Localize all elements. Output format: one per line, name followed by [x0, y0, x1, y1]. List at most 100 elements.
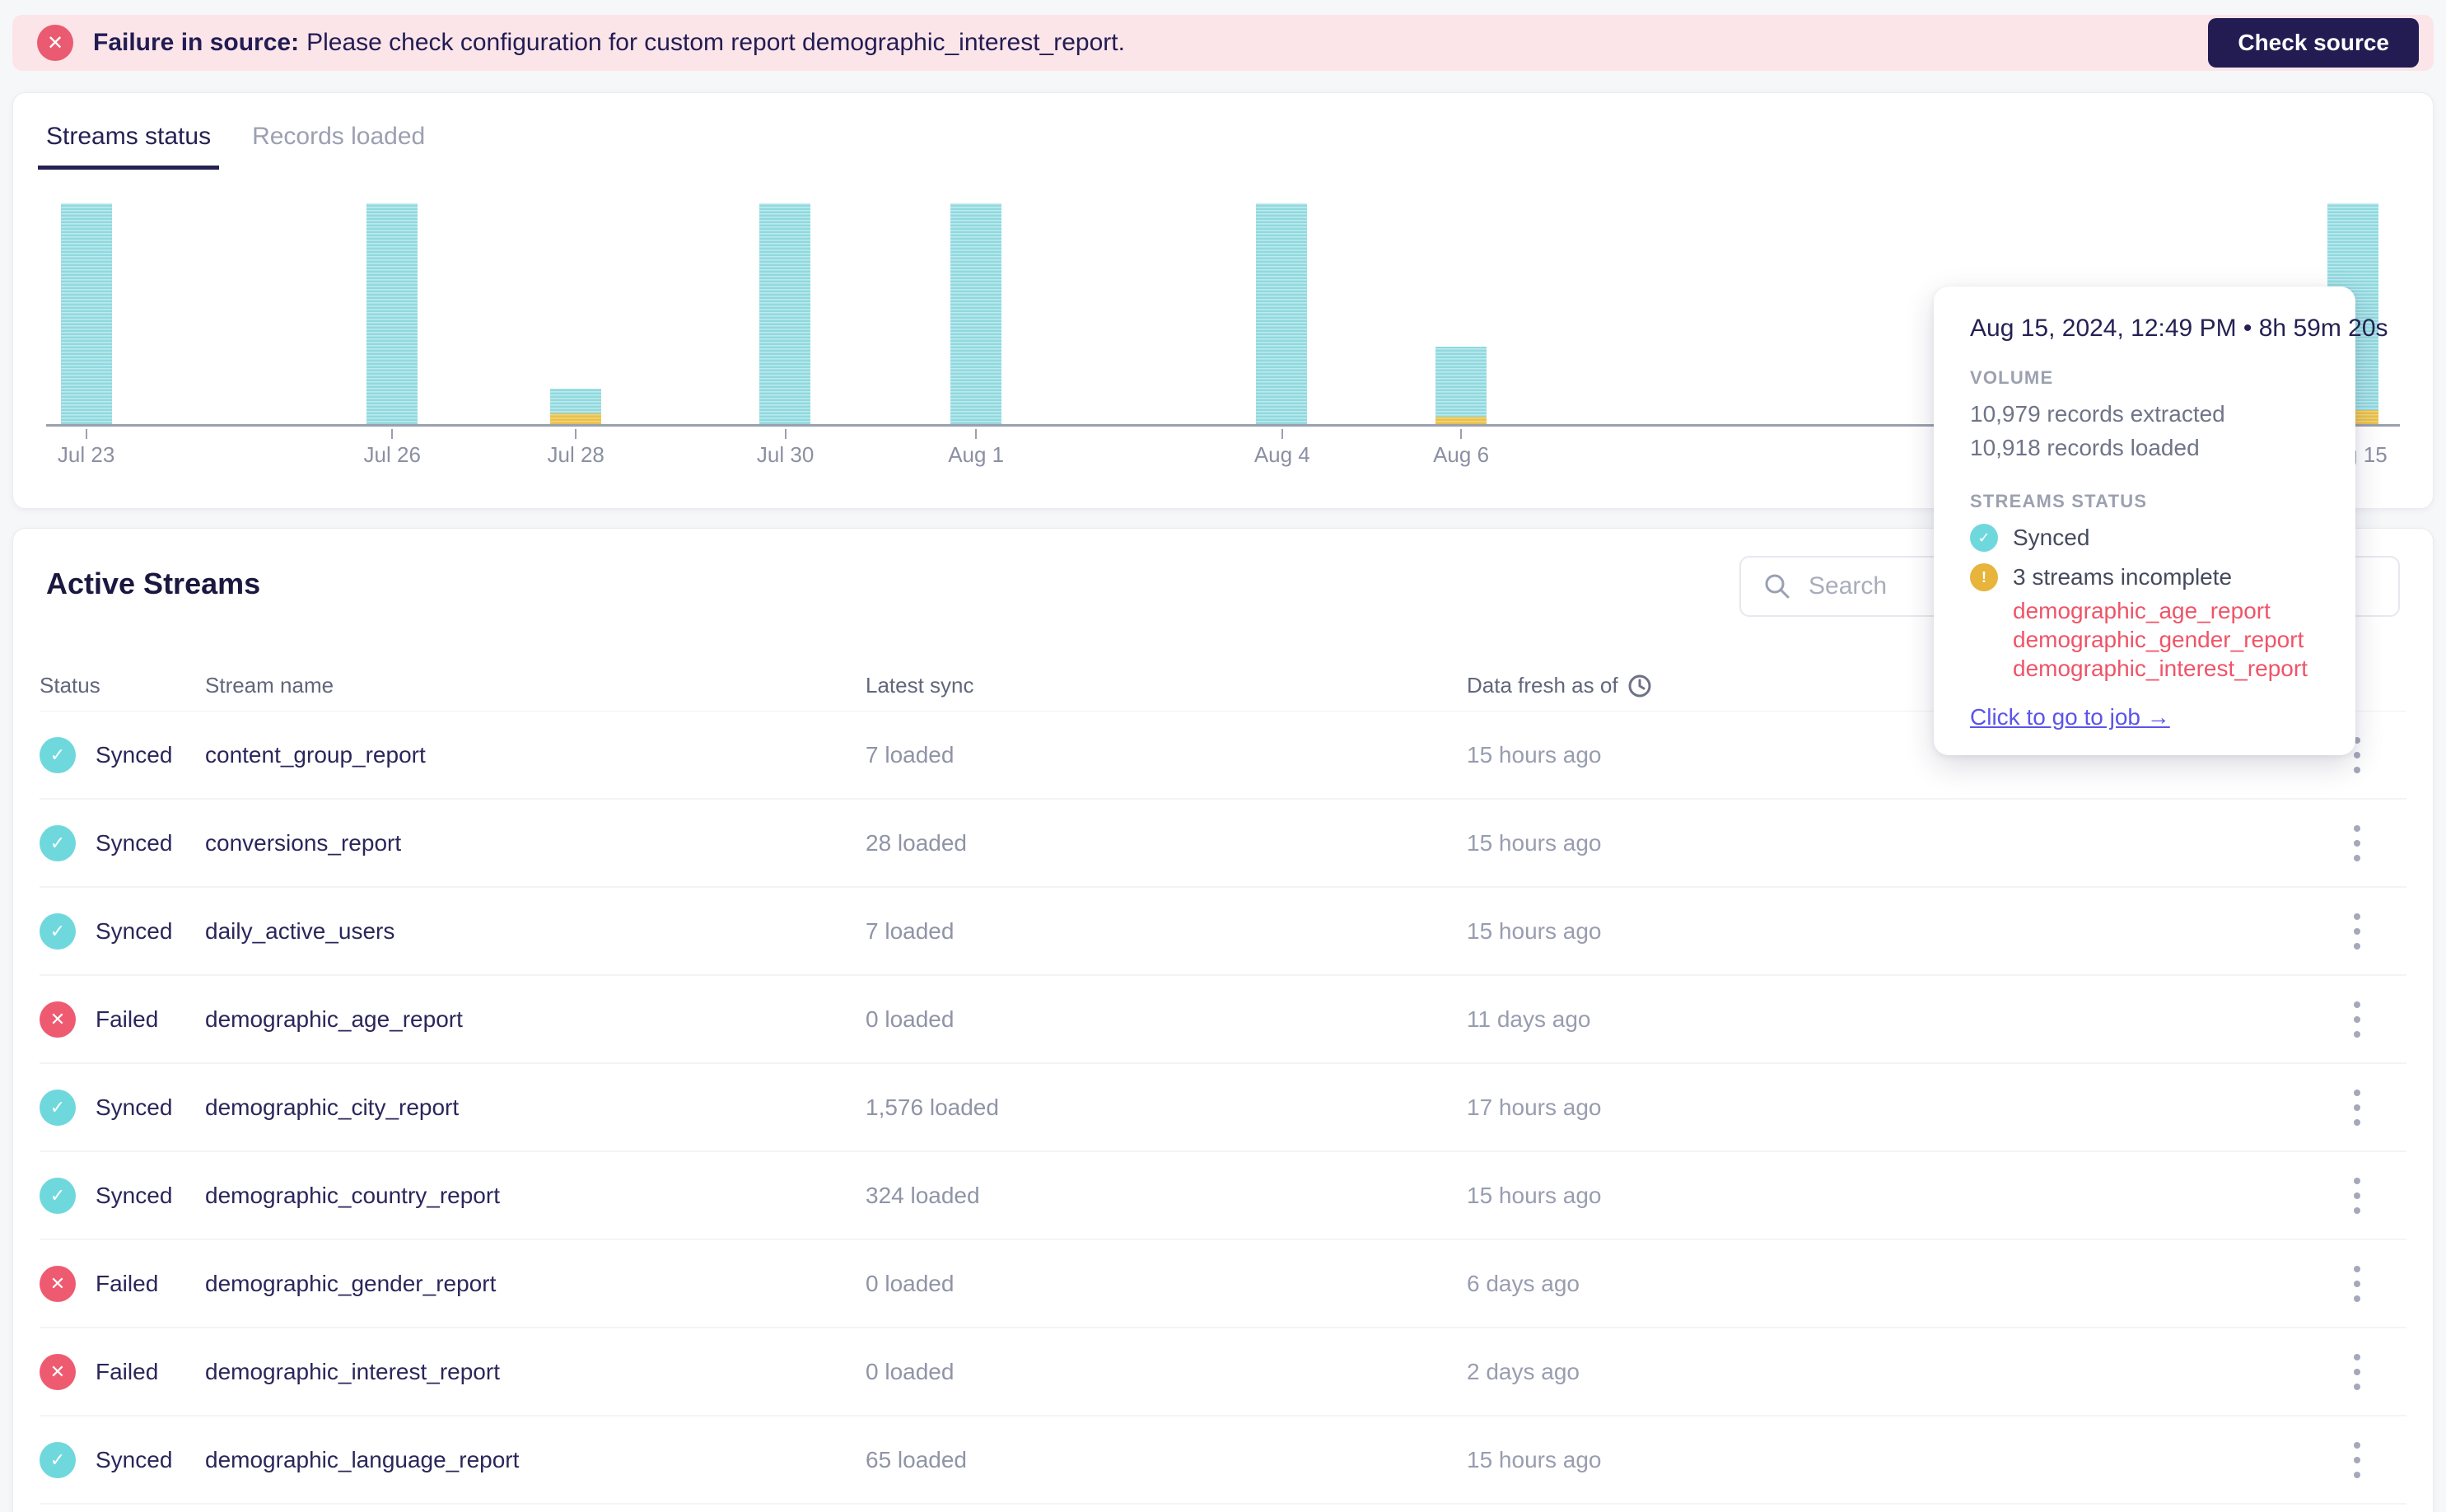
data-fresh-value: 2 days ago [1467, 1358, 1580, 1384]
axis-tick [1281, 429, 1283, 439]
tab-streams-status[interactable]: Streams status [38, 123, 220, 170]
axis-tick [391, 429, 394, 439]
data-fresh-value: 17 hours ago [1467, 1094, 1602, 1120]
data-fresh-value: 15 hours ago [1467, 1446, 1602, 1472]
x-circle-icon: ✕ [40, 1001, 76, 1038]
axis-label-jul-28: Jul 28 [547, 442, 604, 467]
x-circle-icon: ✕ [40, 1265, 76, 1302]
check-circle-icon: ✓ [40, 1177, 76, 1214]
latest-sync-value: 28 loaded [866, 829, 968, 856]
row-menu-kebab-icon[interactable] [2332, 1339, 2382, 1405]
table-row-demographic_city_report[interactable]: ✓ Synced demographic_city_report 1,576 load… [40, 1064, 2406, 1152]
row-menu-kebab-icon[interactable] [2332, 1163, 2382, 1229]
row-menu-kebab-icon[interactable] [2332, 898, 2382, 964]
chart-bar-aug-6[interactable] [1435, 347, 1487, 424]
col-stream-name: Stream name [205, 673, 334, 698]
status-label: Synced [96, 829, 173, 856]
chart-bar-jul-23[interactable] [60, 203, 112, 424]
status-label: Synced [96, 741, 173, 768]
table-row-demographic_age_report[interactable]: ✕ Failed demographic_age_report 0 loaded 11 … [40, 976, 2406, 1064]
data-fresh-value: 15 hours ago [1467, 829, 1602, 856]
active-streams-title: Active Streams [46, 567, 261, 600]
stream-name: content_group_report [205, 741, 426, 768]
row-menu-kebab-icon[interactable] [2332, 722, 2382, 788]
row-menu-kebab-icon[interactable] [2332, 810, 2382, 876]
search-icon [1765, 574, 1790, 599]
check-circle-icon: ✓ [40, 736, 76, 773]
status-label: Synced [96, 1446, 173, 1472]
status-label: Synced [96, 917, 173, 944]
go-to-job-link[interactable]: Click to go to job → [1970, 704, 2170, 730]
table-row-demographic_language_report[interactable]: ✓ Synced demographic_language_report 65 loa… [40, 1416, 2406, 1505]
table-row-demographic_country_report[interactable]: ✓ Synced demographic_country_report 324 loa… [40, 1152, 2406, 1240]
status-label: Synced [96, 1094, 173, 1120]
check-circle-icon: ✓ [40, 824, 76, 861]
axis-label-aug-6: Aug 6 [1433, 442, 1490, 467]
stream-name: demographic_city_report [205, 1094, 460, 1120]
latest-sync-value: 0 loaded [866, 1358, 955, 1384]
axis-label-jul-23: Jul 23 [57, 442, 115, 467]
sync-tooltip: Aug 15, 2024, 12:49 PM • 8h 59m 20s VOLU… [1934, 287, 2388, 755]
table-row-daily_active_users[interactable]: ✓ Synced daily_active_users 7 loaded 15 hour… [40, 888, 2406, 976]
table-header: Status Stream name Latest sync Data fres… [40, 660, 2406, 712]
tooltip-records-loaded: 10,918 records loaded [1970, 435, 2200, 460]
axis-tick [1460, 429, 1463, 439]
x-circle-icon: ✕ [40, 1353, 76, 1390]
latest-sync-value: 0 loaded [866, 1270, 955, 1296]
chart-bar-jul-28[interactable] [550, 389, 602, 424]
check-source-button[interactable]: Check source [2208, 18, 2419, 68]
latest-sync-value: 324 loaded [866, 1182, 980, 1208]
chart-bar-incomplete-segment [550, 413, 602, 424]
chart-bar-jul-26[interactable] [366, 203, 418, 424]
chart-bar-jul-30[interactable] [759, 203, 811, 424]
check-circle-icon: ✓ [40, 1441, 76, 1478]
error-banner-message: Failure in source: Please check configura… [93, 29, 1125, 56]
check-circle-icon: ✓ [40, 912, 76, 950]
status-cell: ✓ Synced [40, 1177, 205, 1214]
status-cell: ✓ Synced [40, 1441, 205, 1478]
tooltip-streams-status-label: STREAMS STATUS [1970, 491, 2148, 511]
incomplete-stream-link[interactable]: demographic_age_report [2013, 598, 2271, 623]
row-menu-kebab-icon[interactable] [2332, 1427, 2382, 1493]
error-banner: ✕ Failure in source: Please check configu… [12, 15, 2434, 71]
check-circle-icon: ✓ [1970, 524, 1998, 552]
col-status: Status [40, 673, 100, 698]
incomplete-stream-link[interactable]: demographic_gender_report [2013, 627, 2304, 652]
data-fresh-value: 15 hours ago [1467, 741, 1602, 768]
status-cell: ✓ Synced [40, 736, 205, 773]
chart-bar-aug-4[interactable] [1256, 203, 1308, 424]
data-fresh-value: 15 hours ago [1467, 917, 1602, 944]
tooltip-title: Aug 15, 2024, 12:49 PM • 8h 59m 20s [1970, 315, 2388, 342]
chart-bar-incomplete-segment [1435, 416, 1487, 424]
check-circle-icon: ✓ [40, 1089, 76, 1126]
stream-name: demographic_language_report [205, 1446, 520, 1472]
latest-sync-value: 7 loaded [866, 917, 955, 944]
axis-tick [575, 429, 577, 439]
axis-tick [975, 429, 978, 439]
table-row-demographic_interest_report[interactable]: ✕ Failed demographic_interest_report 0 load… [40, 1328, 2406, 1416]
row-menu-kebab-icon[interactable] [2332, 1075, 2382, 1141]
table-row-content_group_report[interactable]: ✓ Synced content_group_report 7 loaded 15 ho… [40, 712, 2406, 800]
latest-sync-value: 1,576 loaded [866, 1094, 999, 1120]
error-x-icon: ✕ [37, 25, 73, 61]
axis-label-jul-26: Jul 26 [363, 442, 421, 467]
col-latest-sync: Latest sync [866, 673, 974, 698]
incomplete-stream-link[interactable]: demographic_interest_report [2013, 656, 2308, 681]
stream-name: conversions_report [205, 829, 402, 856]
status-label: Failed [96, 1270, 159, 1296]
row-menu-kebab-icon[interactable] [2332, 1251, 2382, 1317]
tab-records-loaded[interactable]: Records loaded [252, 123, 426, 150]
table-body: ✓ Synced content_group_report 7 loaded 15 ho… [13, 712, 2433, 1505]
chart-bar-aug-1[interactable] [950, 203, 1001, 424]
stream-name: demographic_age_report [205, 1006, 463, 1032]
tooltip-incomplete-stream-list: demographic_age_report demographic_gender… [2013, 596, 2322, 683]
table-row-demographic_gender_report[interactable]: ✕ Failed demographic_gender_report 0 loaded… [40, 1240, 2406, 1328]
status-cell: ✕ Failed [40, 1001, 205, 1038]
table-row-conversions_report[interactable]: ✓ Synced conversions_report 28 loaded 15 hou… [40, 800, 2406, 888]
row-menu-kebab-icon[interactable] [2332, 987, 2382, 1052]
axis-label-aug-1: Aug 1 [948, 442, 1005, 467]
warning-circle-icon: ! [1970, 563, 1998, 591]
chart-tabs: Streams status Records loaded [13, 93, 2433, 170]
chart-plot [46, 203, 2400, 424]
chart-x-axis [46, 424, 2400, 427]
